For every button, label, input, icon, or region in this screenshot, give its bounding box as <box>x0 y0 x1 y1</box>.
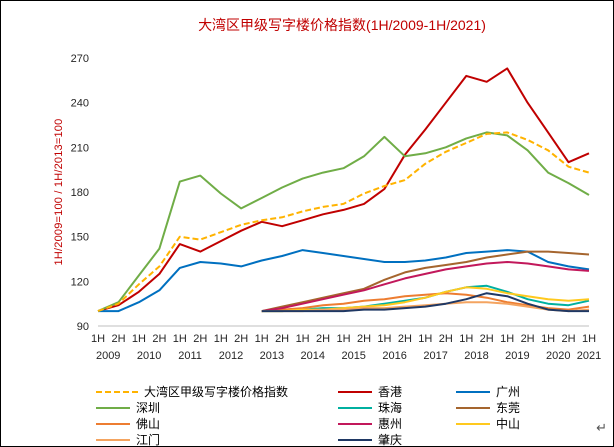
svg-text:2H: 2H <box>357 333 371 345</box>
svg-text:1H: 1H <box>91 333 105 345</box>
svg-text:120: 120 <box>71 276 89 288</box>
svg-text:1H: 1H <box>377 333 391 345</box>
legend-label-zhuhai: 珠海 <box>378 401 403 415</box>
svg-text:2H: 2H <box>234 333 248 345</box>
svg-text:1H: 1H <box>214 333 228 345</box>
svg-text:2H: 2H <box>111 333 125 345</box>
svg-text:2017: 2017 <box>423 350 447 362</box>
svg-text:2016: 2016 <box>382 350 406 362</box>
legend-item-guangzhou: 广州 <box>456 385 568 399</box>
legend: 大湾区甲级写字楼价格指数 香港 广州 深圳 珠海 东莞 佛山 惠州 <box>96 385 568 446</box>
legend-label-gba-index: 大湾区甲级写字楼价格指数 <box>144 385 289 399</box>
svg-text:2019: 2019 <box>505 350 529 362</box>
svg-text:2011: 2011 <box>178 350 202 362</box>
plot-area: 90 120 150 180 210 240 270 1H 2H 1H 2H 1H 2H 1H 2H 1H 2H… <box>71 53 602 362</box>
svg-text:1H: 1H <box>541 333 555 345</box>
legend-item-gba-index: 大湾区甲级写字楼价格指数 <box>96 385 338 399</box>
legend-swatch-jiangmen <box>96 438 130 441</box>
svg-text:2H: 2H <box>439 333 453 345</box>
svg-text:2020: 2020 <box>546 350 570 362</box>
legend-label-foshan: 佛山 <box>136 417 161 431</box>
legend-swatch-zhaoqing <box>338 438 372 441</box>
svg-text:2015: 2015 <box>341 350 365 362</box>
legend-label-jiangmen: 江门 <box>136 433 161 447</box>
svg-text:2012: 2012 <box>219 350 243 362</box>
svg-text:150: 150 <box>71 232 89 244</box>
legend-label-zhongshan: 中山 <box>496 417 521 431</box>
svg-text:2013: 2013 <box>260 350 284 362</box>
svg-text:2009: 2009 <box>96 350 120 362</box>
legend-swatch-hongkong <box>338 390 372 393</box>
svg-text:1H: 1H <box>255 333 269 345</box>
svg-text:2010: 2010 <box>137 350 161 362</box>
legend-item-foshan: 佛山 <box>96 417 338 431</box>
legend-swatch-guangzhou <box>456 390 490 393</box>
svg-text:2H: 2H <box>561 333 575 345</box>
svg-text:2H: 2H <box>480 333 494 345</box>
legend-label-shenzhen: 深圳 <box>136 401 161 415</box>
legend-item-shenzhen: 深圳 <box>96 401 338 415</box>
svg-text:2H: 2H <box>398 333 412 345</box>
svg-text:210: 210 <box>71 142 89 154</box>
svg-text:2H: 2H <box>316 333 330 345</box>
legend-item-zhuhai: 珠海 <box>338 401 456 415</box>
svg-text:2014: 2014 <box>301 350 325 362</box>
svg-text:1H: 1H <box>296 333 310 345</box>
legend-swatch-huizhou <box>338 422 372 425</box>
svg-text:1H: 1H <box>132 333 146 345</box>
legend-swatch-shenzhen <box>96 406 130 409</box>
svg-text:240: 240 <box>71 98 89 110</box>
return-mark: ↵ <box>596 420 607 435</box>
svg-text:270: 270 <box>71 53 89 65</box>
svg-text:1H: 1H <box>500 333 514 345</box>
legend-swatch-zhuhai <box>338 406 372 409</box>
legend-item-hongkong: 香港 <box>338 385 456 399</box>
legend-item-zhongshan: 中山 <box>456 417 568 431</box>
svg-text:2H: 2H <box>152 333 166 345</box>
legend-label-zhaoqing: 肇庆 <box>378 433 403 447</box>
svg-text:1H: 1H <box>459 333 473 345</box>
svg-text:2H: 2H <box>193 333 207 345</box>
legend-item-dongguan: 东莞 <box>456 401 568 415</box>
svg-text:1H: 1H <box>336 333 350 345</box>
legend-item-jiangmen: 江门 <box>96 433 338 446</box>
legend-label-dongguan: 东莞 <box>496 401 521 415</box>
legend-swatch-gba-index <box>96 390 138 393</box>
legend-label-hongkong: 香港 <box>378 385 403 399</box>
svg-text:2021: 2021 <box>577 350 601 362</box>
legend-label-guangzhou: 广州 <box>496 385 521 399</box>
legend-item-huizhou: 惠州 <box>338 417 456 431</box>
svg-text:2H: 2H <box>275 333 289 345</box>
svg-text:90: 90 <box>77 321 89 333</box>
svg-text:1H: 1H <box>582 333 596 345</box>
legend-swatch-dongguan <box>456 406 490 409</box>
chart-title: 大湾区甲级写字楼价格指数(1H/2009-1H/2021) <box>198 17 486 33</box>
legend-swatch-foshan <box>96 422 130 425</box>
svg-text:1H: 1H <box>173 333 187 345</box>
svg-text:1H: 1H <box>418 333 432 345</box>
svg-text:2H: 2H <box>521 333 535 345</box>
legend-item-zhaoqing: 肇庆 <box>338 433 456 446</box>
svg-text:180: 180 <box>71 187 89 199</box>
svg-text:2018: 2018 <box>464 350 488 362</box>
legend-swatch-zhongshan <box>456 422 490 425</box>
legend-label-huizhou: 惠州 <box>378 417 403 431</box>
